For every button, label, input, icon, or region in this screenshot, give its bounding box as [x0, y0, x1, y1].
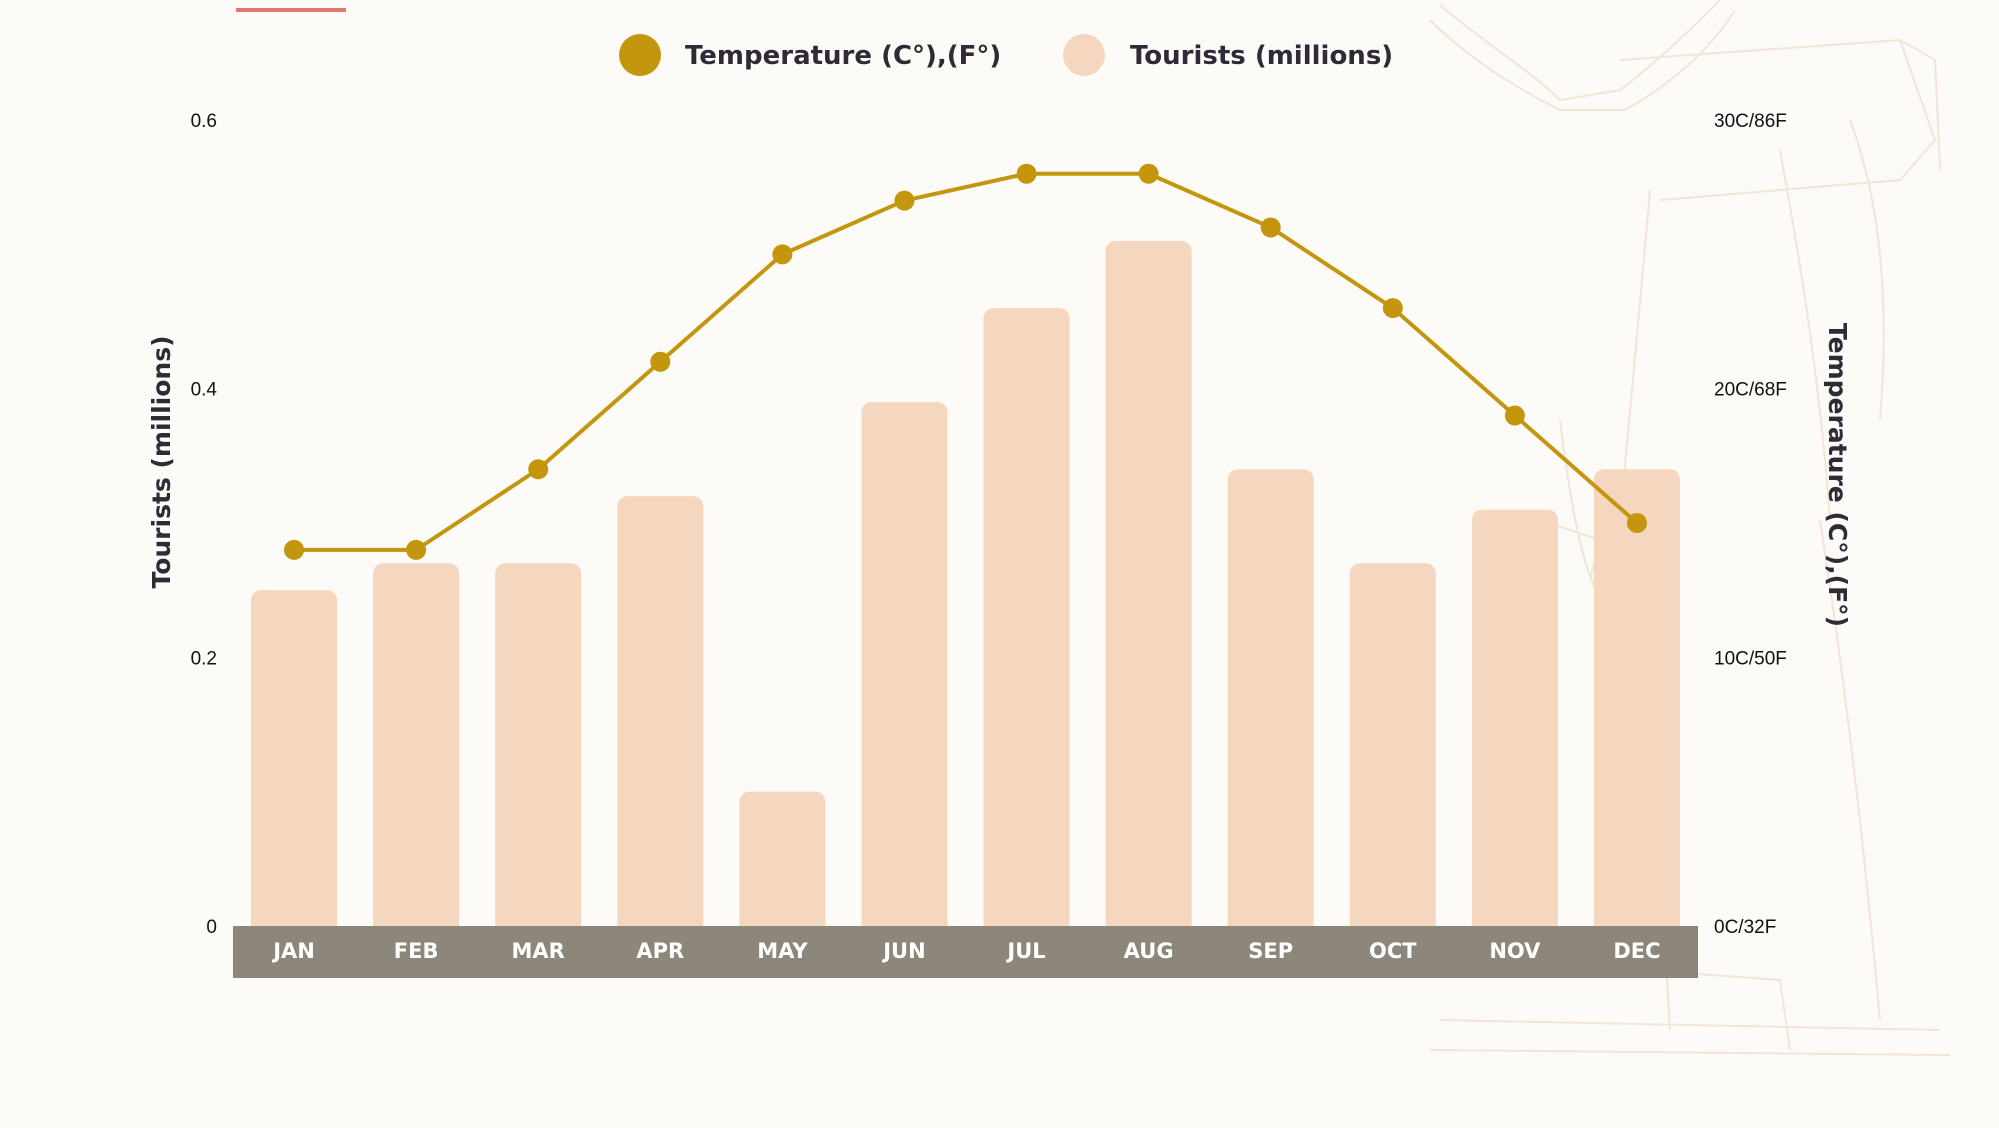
x-tick-label: JAN [271, 939, 315, 963]
temperature-line-path [294, 171, 1639, 552]
temperature-point [406, 539, 427, 560]
x-tick-label: AUG [1124, 939, 1174, 963]
bar [1593, 469, 1680, 936]
y-tick-left: 0.6 [191, 111, 217, 132]
temperature-point [772, 244, 793, 265]
temperature-point [1626, 513, 1647, 533]
temperature-point [284, 539, 305, 560]
bar [1349, 563, 1436, 936]
bar [617, 496, 704, 936]
temperature-line [284, 163, 1647, 560]
x-tick-label: SEP [1248, 939, 1293, 963]
x-tick-label: DEC [1613, 939, 1660, 963]
temperature-point [528, 459, 549, 480]
bar [983, 308, 1070, 937]
legend-tourists-marker [1063, 34, 1105, 76]
bar [1471, 509, 1558, 936]
temperature-point [1138, 163, 1159, 184]
y-axis-right: 0C/32F 10C/50F 20C/68F 30C/86F [1714, 111, 1787, 938]
x-axis-labels: JAN FEB MAR APR MAY JUN JUL AUG SEP OCT NOV DEC [271, 939, 1660, 963]
y-tick-left: 0.4 [191, 380, 218, 401]
y-tick-right: 10C/50F [1714, 648, 1787, 669]
temperature-point [1260, 217, 1281, 238]
legend-temperature-marker [619, 34, 661, 76]
legend-tourists-label: Tourists (millions) [1130, 41, 1393, 71]
y-tick-left: 0.2 [191, 648, 217, 669]
temperature-point [1504, 405, 1525, 426]
y-tick-left: 0 [206, 917, 217, 938]
legend: Temperature (C°),(F°) Tourists (millions… [619, 34, 1393, 76]
bar [739, 791, 826, 936]
x-tick-label: JUN [881, 939, 925, 963]
temperature-point [1016, 163, 1037, 184]
tourists-bars [251, 240, 1680, 937]
bar [861, 402, 948, 937]
bar [495, 563, 582, 936]
y-tick-right: 20C/68F [1714, 380, 1787, 401]
y-axis-title-left: Tourists (millions) [147, 335, 176, 588]
x-tick-label: MAY [757, 939, 808, 963]
temperature-point [650, 351, 671, 372]
x-tick-label: FEB [394, 939, 439, 963]
bar [1105, 240, 1192, 936]
temperature-point [894, 190, 915, 211]
bar [373, 563, 460, 936]
x-axis-band [233, 926, 1698, 978]
x-tick-label: OCT [1369, 939, 1417, 963]
temperature-point [1382, 298, 1403, 319]
y-axis-title-right: Temperature (C°),(F°) [1823, 323, 1852, 627]
x-tick-label: NOV [1489, 939, 1541, 963]
bar [251, 590, 338, 936]
y-tick-right: 0C/32F [1714, 917, 1776, 938]
bar [1227, 469, 1314, 936]
legend-temperature-label: Temperature (C°),(F°) [685, 41, 1001, 71]
x-tick-label: JUL [1005, 939, 1045, 963]
x-tick-label: MAR [512, 939, 565, 963]
y-axis-left: 0 0.2 0.4 0.6 [191, 111, 218, 938]
x-tick-label: APR [636, 939, 684, 963]
y-tick-right: 30C/86F [1714, 111, 1787, 132]
